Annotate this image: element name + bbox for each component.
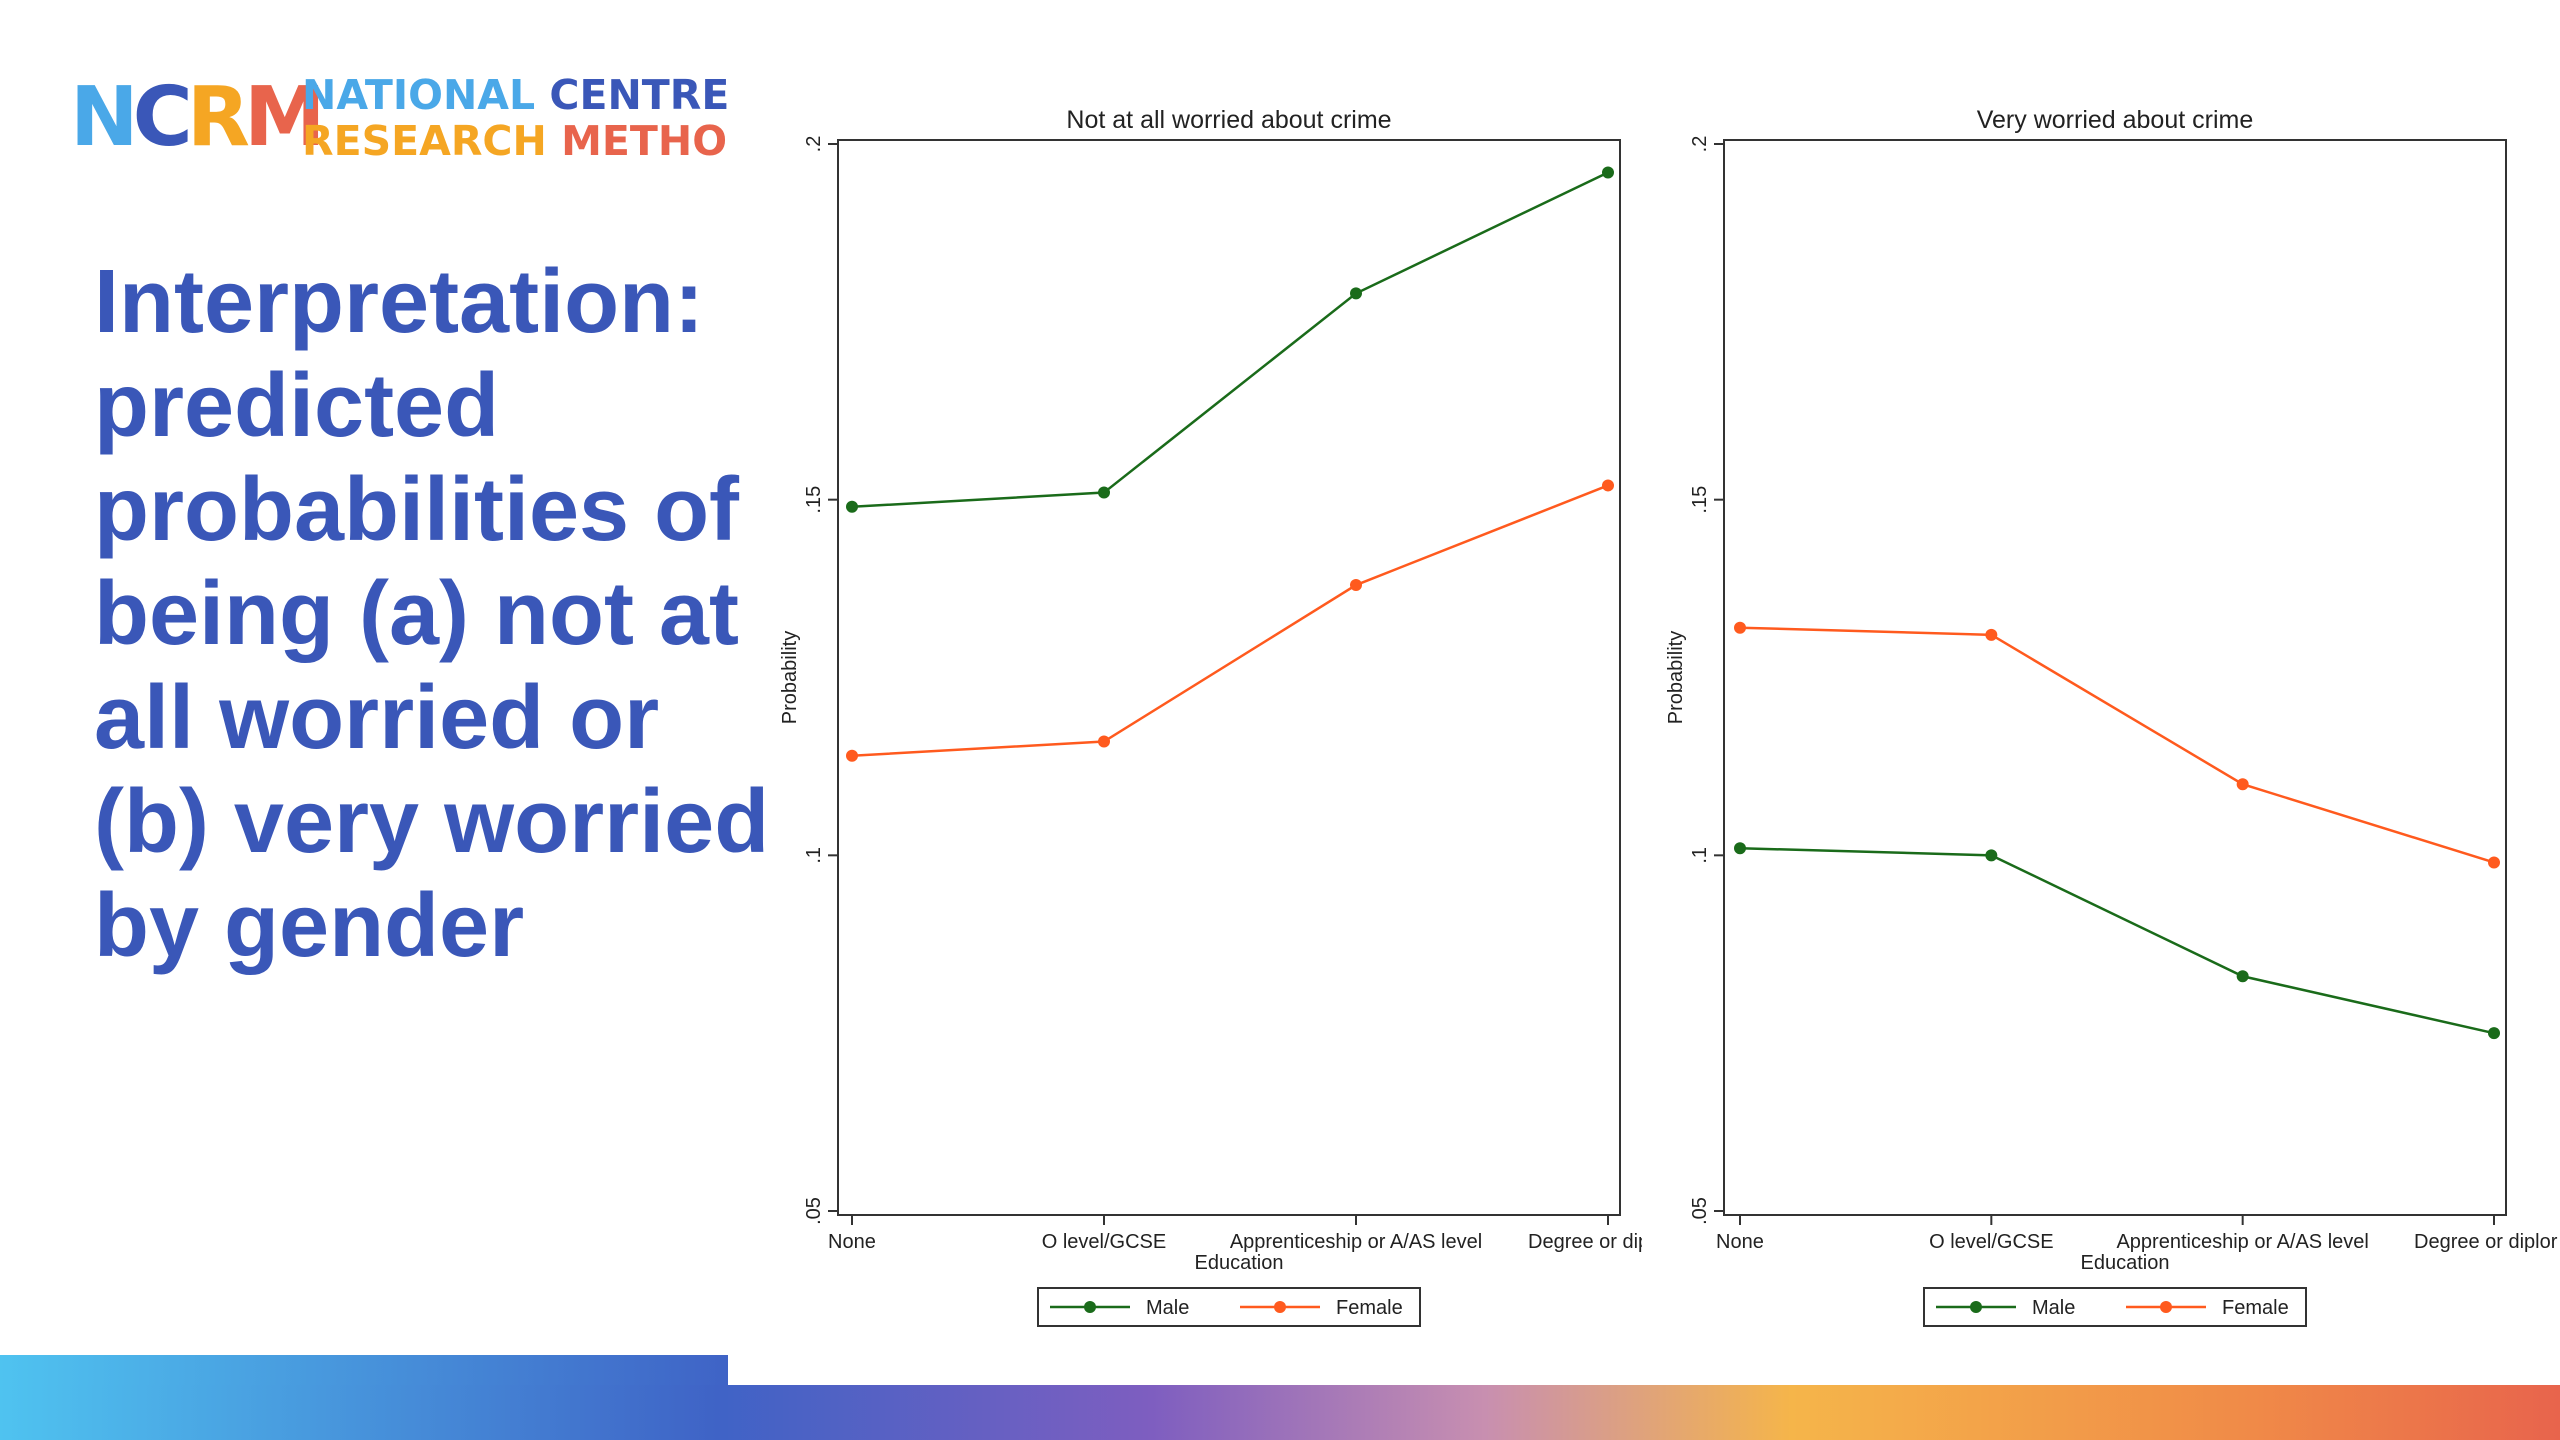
legend-label: Male <box>1146 1297 1189 1319</box>
y-tick-label: .15 <box>803 486 825 514</box>
chart-title: Not at all worried about crime <box>1066 106 1391 134</box>
chart-title: Very worried about crime <box>1977 106 2254 134</box>
x-axis-label: Education <box>1195 1252 1284 1274</box>
ncrm-logo-text: NATIONAL CENTRE RESEARCH METHO <box>302 72 729 164</box>
y-tick-label: .1 <box>803 847 825 864</box>
logo-word: METHO <box>561 117 728 165</box>
x-tick-label: None <box>828 1231 876 1253</box>
ncrm-logo: NCRM NATIONAL CENTRE RESEARCH METHO <box>70 70 750 165</box>
legend-label: Female <box>2222 1297 2289 1319</box>
data-point-male <box>1985 849 1998 862</box>
data-point-male <box>2236 970 2249 983</box>
legend-label: Female <box>1336 1297 1403 1319</box>
x-axis-label: Education <box>2081 1252 2170 1274</box>
legend-swatch-marker <box>2160 1301 2172 1313</box>
legend-swatch-marker <box>1274 1301 1286 1313</box>
series-line-male <box>851 171 1609 509</box>
series-line-male <box>1739 846 2495 1035</box>
x-tick-label: Degree or dip <box>1528 1231 1649 1253</box>
y-tick-label: .05 <box>803 1197 825 1225</box>
logo-word: CENTRE <box>549 71 730 119</box>
series-line-female <box>1739 626 2495 864</box>
logo-letter: N <box>70 70 139 165</box>
bottom-band-left <box>0 1355 728 1385</box>
logo-word: RESEARCH <box>302 117 547 165</box>
plot-frame <box>837 139 1621 1216</box>
x-tick-label: None <box>1716 1231 1764 1253</box>
plot-frame <box>1723 139 2507 1216</box>
legend-label: Male <box>2032 1297 2075 1319</box>
data-point-female <box>1985 628 1998 641</box>
bottom-gradient-band <box>0 1385 2560 1440</box>
logo-letter: C <box>132 70 193 165</box>
data-point-female <box>1734 621 1746 634</box>
chart-panel: Very worried about crime .05 .1 .15 .2 Probab… <box>1665 106 2558 1327</box>
data-point-female <box>1350 579 1362 592</box>
x-tick-label: Apprenticeship or A/AS level <box>2116 1231 2368 1253</box>
y-tick-label: .2 <box>1689 136 1711 153</box>
y-axis-label: Probability <box>779 631 801 724</box>
series-line-female <box>851 484 1609 757</box>
chart-panel: Not at all worried about crime .05 .1 .15 .2… <box>779 106 1649 1327</box>
data-point-male <box>1734 842 1746 855</box>
data-point-female <box>2236 778 2249 791</box>
data-point-female <box>846 749 858 762</box>
ncrm-logo-mark: NCRM <box>70 70 326 165</box>
x-tick-label: O level/GCSE <box>1042 1231 1166 1253</box>
data-point-male <box>1602 166 1614 179</box>
y-tick-label: .15 <box>1689 486 1711 514</box>
bottom-white-tab <box>728 1355 2560 1385</box>
logo-letter: R <box>186 70 250 165</box>
legend-swatch-marker <box>1970 1301 1982 1313</box>
data-point-male <box>846 500 858 513</box>
x-tick-labels: None O level/GCSE Apprenticeship or A/AS l… <box>828 1231 1649 1253</box>
y-tick-label: .1 <box>1689 847 1711 864</box>
y-tick-label: .05 <box>1689 1197 1711 1225</box>
data-point-male <box>1098 486 1110 499</box>
y-axis-label: Probability <box>1665 631 1687 724</box>
x-tick-label: Apprenticeship or A/AS level <box>1230 1231 1482 1253</box>
data-point-female <box>1098 735 1110 748</box>
data-point-male <box>2488 1027 2500 1040</box>
logo-word: NATIONAL <box>302 71 536 119</box>
data-point-female <box>1602 479 1614 492</box>
data-point-female <box>2488 856 2500 869</box>
logo-letter: M <box>243 70 326 165</box>
x-tick-label: O level/GCSE <box>1929 1231 2053 1253</box>
slide-heading: Interpretation: predicted probabilities … <box>94 252 770 976</box>
x-tick-labels: None O level/GCSE Apprenticeship or A/AS l… <box>1716 1231 2558 1253</box>
x-tick-label: Degree or diplor <box>2414 1231 2558 1253</box>
y-tick-label: .2 <box>803 136 825 153</box>
data-point-male <box>1350 287 1362 300</box>
legend-swatch-marker <box>1084 1301 1096 1313</box>
